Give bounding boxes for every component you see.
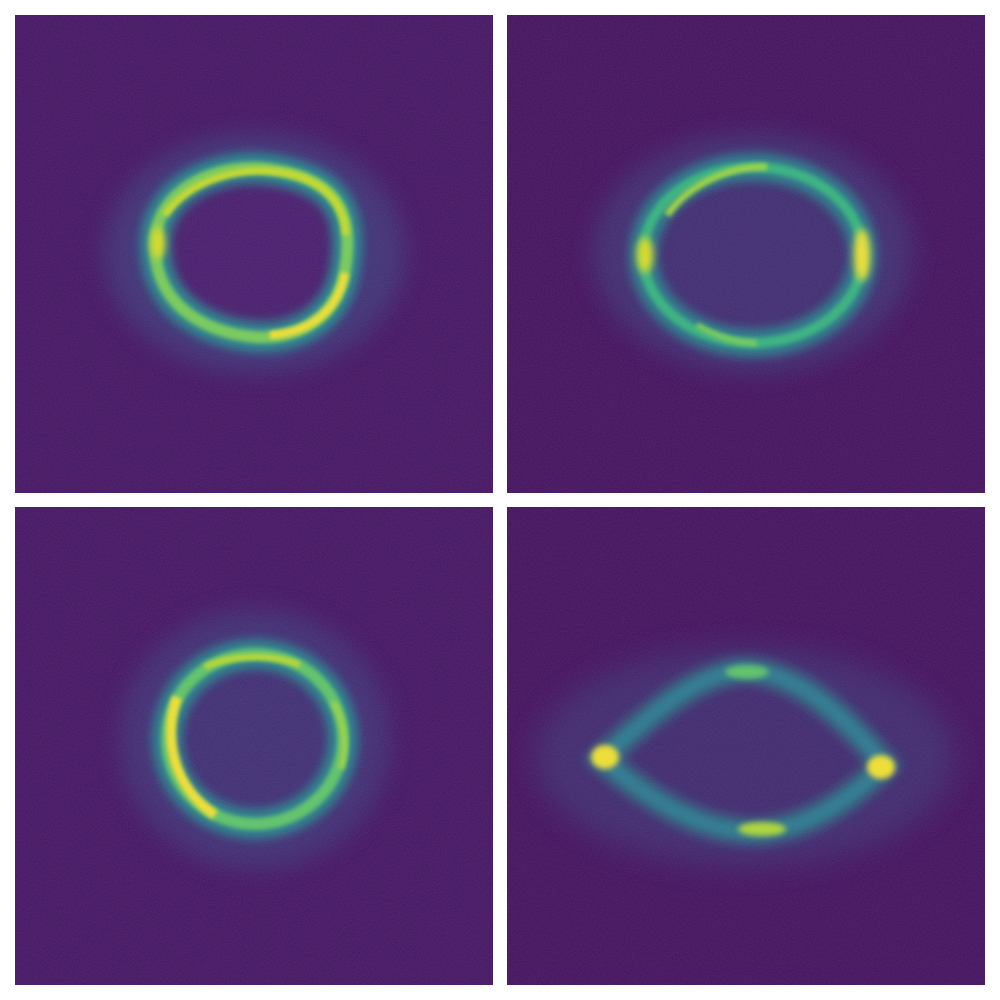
lensed-ring-image <box>507 507 985 985</box>
lensed-ring-image <box>15 507 493 985</box>
panel-top-left <box>15 15 493 493</box>
panel-bottom-right <box>507 507 985 985</box>
panel-bottom-left <box>15 507 493 985</box>
panel-top-right <box>507 15 985 493</box>
lensed-ring-image <box>507 15 985 493</box>
lensed-ring-image <box>15 15 493 493</box>
